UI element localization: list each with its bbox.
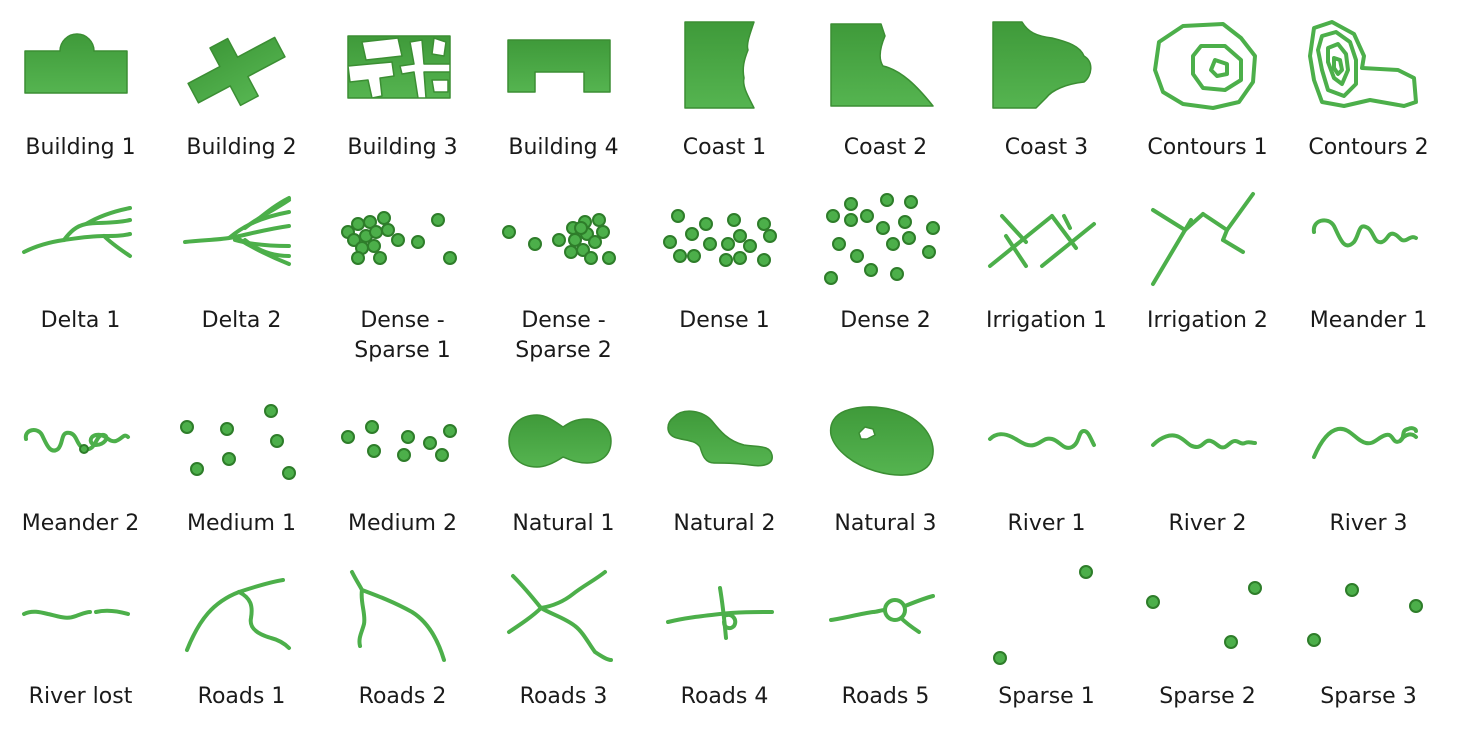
roads-5-icon [829,594,935,634]
river-3-icon [1312,426,1418,459]
roads-1-icon [185,578,291,652]
symbol-label: Roads 2 [358,684,447,709]
coast-1-icon [684,21,755,109]
river-lost-icon [22,608,130,620]
symbol-label: Sparse 1 [998,684,1095,709]
meander-2-icon [23,428,130,454]
symbol-label: Natural 1 [512,511,615,536]
natural-3-icon [829,406,934,476]
symbol-label: Contours 2 [1308,135,1429,160]
symbol-label: Dense - Sparse 1 [354,308,451,363]
irrigation-2-icon [1151,192,1255,286]
symbol-label: Sparse 3 [1320,684,1417,709]
dense-2-icon [824,193,940,285]
symbol-label: Natural 2 [673,511,776,536]
symbol-label: River 3 [1329,511,1408,536]
symbol-label: Dense 1 [679,308,770,333]
roads-4-icon [666,586,774,640]
symbol-label: Roads 3 [519,684,608,709]
roads-2-icon [350,570,446,662]
symbol-label: Building 3 [347,135,458,160]
symbol-label: Roads 5 [841,684,930,709]
sparse-2-icon [1146,581,1262,649]
symbol-label: Roads 4 [680,684,769,709]
building-1-icon [24,33,128,94]
medium-1-icon [180,404,296,480]
symbol-label: River 1 [1007,511,1086,536]
symbol-label: Sparse 2 [1159,684,1256,709]
symbol-label: Medium 1 [187,511,296,536]
delta-2-icon [183,196,291,266]
natural-2-icon [667,410,773,467]
symbol-label: Contours 1 [1147,135,1268,160]
meander-1-icon [1311,218,1418,248]
symbol-label: Dense 2 [840,308,931,333]
symbol-label: Delta 1 [40,308,121,333]
symbol-label: Building 1 [25,135,136,160]
dense-sparse-2-icon [502,213,616,265]
symbol-label: Natural 3 [834,511,937,536]
sparse-3-icon [1307,583,1423,647]
delta-1-icon [22,206,132,258]
irrigation-1-icon [988,214,1096,268]
symbol-label: Building 2 [186,135,297,160]
dense-sparse-1-icon [341,211,457,265]
symbol-label: Dense - Sparse 2 [515,308,612,363]
symbol-label: River lost [28,684,133,709]
medium-2-icon [341,420,457,462]
roads-3-icon [507,570,613,662]
sparse-1-icon [993,565,1093,665]
symbol-label: Building 4 [508,135,619,160]
symbol-label: Meander 2 [21,511,140,536]
symbol-label: Delta 2 [201,308,282,333]
symbol-label: Medium 2 [348,511,457,536]
building-2-icon [187,36,286,107]
symbol-label: Coast 3 [1004,135,1089,160]
symbol-label: Meander 1 [1309,308,1428,333]
dense-1-icon [663,209,777,267]
coast-2-icon [830,23,934,107]
coast-3-icon [992,21,1092,109]
symbol-label: Coast 2 [843,135,928,160]
river-2-icon [1151,433,1257,450]
river-1-icon [988,429,1096,450]
symbol-label: Irrigation 1 [986,308,1107,333]
building-3-icon [347,35,451,99]
natural-1-icon [508,414,612,468]
contours-1-icon [1153,22,1257,110]
building-4-icon [507,39,611,93]
symbol-label: Roads 1 [197,684,286,709]
symbol-label: Irrigation 2 [1147,308,1268,333]
contours-2-icon [1308,20,1418,108]
symbol-label: Coast 1 [682,135,767,160]
symbol-label: River 2 [1168,511,1247,536]
